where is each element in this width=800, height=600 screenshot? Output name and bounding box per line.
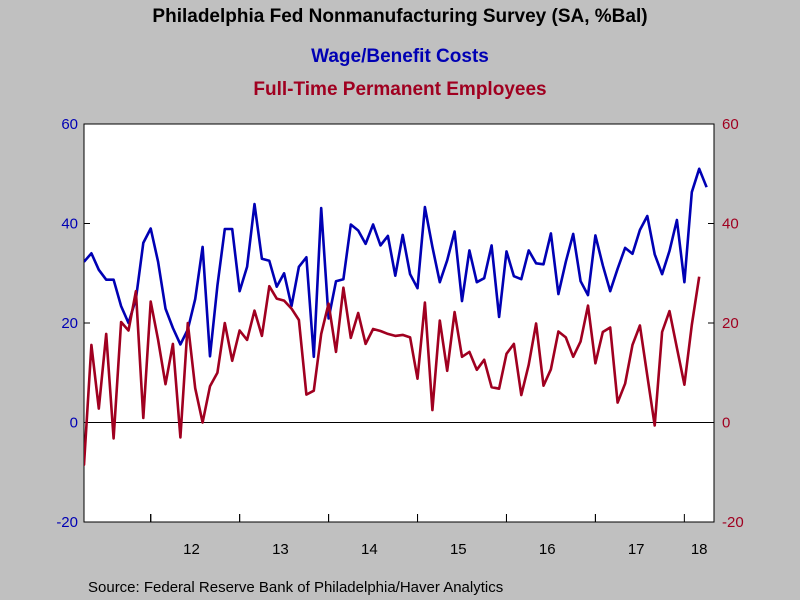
y-tick-label-left: -20: [56, 514, 78, 531]
y-tick-label-right: 0: [722, 415, 730, 432]
y-tick-label-left: 20: [61, 315, 78, 332]
y-tick-label-right: 40: [722, 216, 739, 233]
x-tick-label: 13: [272, 541, 289, 558]
x-tick-label: 12: [183, 541, 200, 558]
series-line-employees: [84, 276, 701, 467]
y-tick-label-right: 60: [722, 116, 739, 133]
x-tick-label: 16: [539, 541, 556, 558]
x-tick-label: 17: [628, 541, 645, 558]
series-lines: [84, 167, 708, 467]
chart-title: Philadelphia Fed Nonmanufacturing Survey…: [152, 6, 647, 27]
legend-wage: Wage/Benefit Costs: [311, 46, 489, 67]
legend-employees: Full-Time Permanent Employees: [253, 79, 546, 100]
source-note: Source: Federal Reserve Bank of Philadel…: [88, 579, 503, 596]
axes: -20 -20 0 0 20 20 40 40 60 60 12 13 14 15 16 17 18: [56, 116, 743, 558]
y-tick-label-left: 0: [70, 415, 78, 432]
y-tick-label-left: 60: [61, 116, 78, 133]
y-tick-label-right: 20: [722, 315, 739, 332]
x-tick-label: 15: [450, 541, 467, 558]
x-tick-label: 14: [361, 541, 378, 558]
plot-area: [83, 123, 715, 523]
y-tick-label-right: -20: [722, 514, 744, 531]
y-tick-label-left: 40: [61, 216, 78, 233]
x-tick-label: 18: [691, 541, 708, 558]
